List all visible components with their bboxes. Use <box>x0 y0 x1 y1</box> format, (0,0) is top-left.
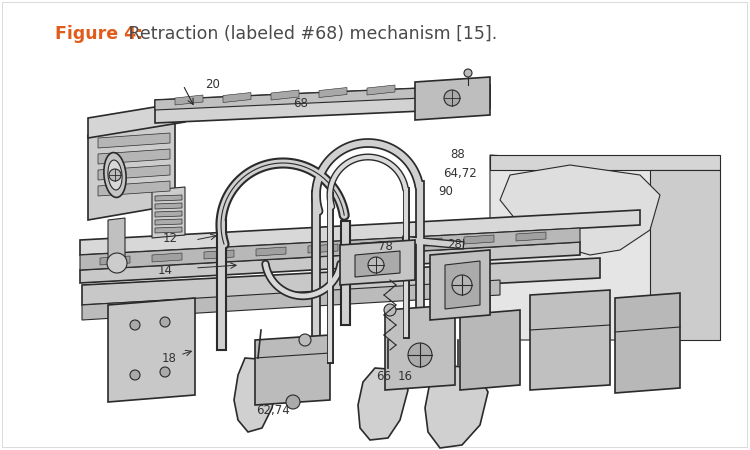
Text: 14: 14 <box>158 264 173 277</box>
Polygon shape <box>516 232 546 241</box>
Polygon shape <box>155 227 182 233</box>
Text: Figure 4:: Figure 4: <box>55 25 143 43</box>
Polygon shape <box>490 155 720 340</box>
Text: 68: 68 <box>293 97 308 110</box>
Polygon shape <box>367 85 395 95</box>
Polygon shape <box>234 358 278 432</box>
Polygon shape <box>98 133 170 148</box>
Polygon shape <box>530 290 610 390</box>
Polygon shape <box>155 211 182 217</box>
Circle shape <box>368 257 384 273</box>
Circle shape <box>452 275 472 295</box>
Polygon shape <box>98 181 170 196</box>
Polygon shape <box>80 210 640 255</box>
Circle shape <box>299 334 311 346</box>
Polygon shape <box>82 280 500 320</box>
Polygon shape <box>500 165 660 255</box>
Polygon shape <box>155 85 490 110</box>
Polygon shape <box>88 120 175 220</box>
Circle shape <box>444 90 460 106</box>
Polygon shape <box>100 256 130 265</box>
Polygon shape <box>80 242 580 283</box>
Polygon shape <box>88 102 185 138</box>
Text: 78: 78 <box>378 240 393 253</box>
Polygon shape <box>412 238 442 247</box>
Text: 64,72: 64,72 <box>443 167 477 180</box>
Polygon shape <box>319 87 347 98</box>
Polygon shape <box>108 218 125 262</box>
Text: 88: 88 <box>450 148 465 161</box>
Polygon shape <box>355 251 400 277</box>
Polygon shape <box>255 335 330 405</box>
Polygon shape <box>98 149 170 164</box>
Text: 28': 28' <box>447 238 465 251</box>
Circle shape <box>109 169 121 181</box>
Text: 90: 90 <box>438 185 453 198</box>
Text: 18: 18 <box>162 352 177 365</box>
Text: 12: 12 <box>163 232 178 245</box>
Text: 16: 16 <box>398 370 413 383</box>
Polygon shape <box>256 247 286 256</box>
Circle shape <box>160 317 170 327</box>
Polygon shape <box>155 203 182 209</box>
Polygon shape <box>358 368 408 440</box>
Polygon shape <box>223 93 251 103</box>
Circle shape <box>286 395 300 409</box>
Circle shape <box>408 343 432 367</box>
Text: 62,74: 62,74 <box>256 404 290 417</box>
Circle shape <box>130 320 140 330</box>
Polygon shape <box>650 170 720 340</box>
Polygon shape <box>615 293 680 393</box>
Polygon shape <box>108 298 195 402</box>
Polygon shape <box>155 219 182 225</box>
Circle shape <box>160 367 170 377</box>
Circle shape <box>384 304 396 316</box>
Polygon shape <box>204 250 234 259</box>
Polygon shape <box>385 305 455 390</box>
Polygon shape <box>98 165 170 180</box>
Circle shape <box>464 69 472 77</box>
Polygon shape <box>152 187 185 238</box>
Polygon shape <box>152 253 182 262</box>
Polygon shape <box>360 241 390 250</box>
Polygon shape <box>464 235 494 244</box>
Polygon shape <box>430 250 490 320</box>
Polygon shape <box>425 365 488 448</box>
Text: 66: 66 <box>376 370 391 383</box>
Polygon shape <box>155 85 490 123</box>
Polygon shape <box>415 77 490 120</box>
Polygon shape <box>308 244 338 253</box>
Polygon shape <box>175 95 203 105</box>
Polygon shape <box>80 228 580 270</box>
Polygon shape <box>82 258 600 305</box>
Polygon shape <box>445 261 480 309</box>
Polygon shape <box>155 195 182 201</box>
Ellipse shape <box>108 160 122 190</box>
Polygon shape <box>271 90 299 100</box>
Polygon shape <box>340 240 415 285</box>
Polygon shape <box>490 155 720 170</box>
Text: Retraction (labeled #68) mechanism [15].: Retraction (labeled #68) mechanism [15]. <box>123 25 497 43</box>
Ellipse shape <box>104 153 126 198</box>
Polygon shape <box>460 310 520 390</box>
Text: 20: 20 <box>205 78 220 91</box>
Circle shape <box>130 370 140 380</box>
Polygon shape <box>415 82 443 93</box>
Circle shape <box>107 253 127 273</box>
